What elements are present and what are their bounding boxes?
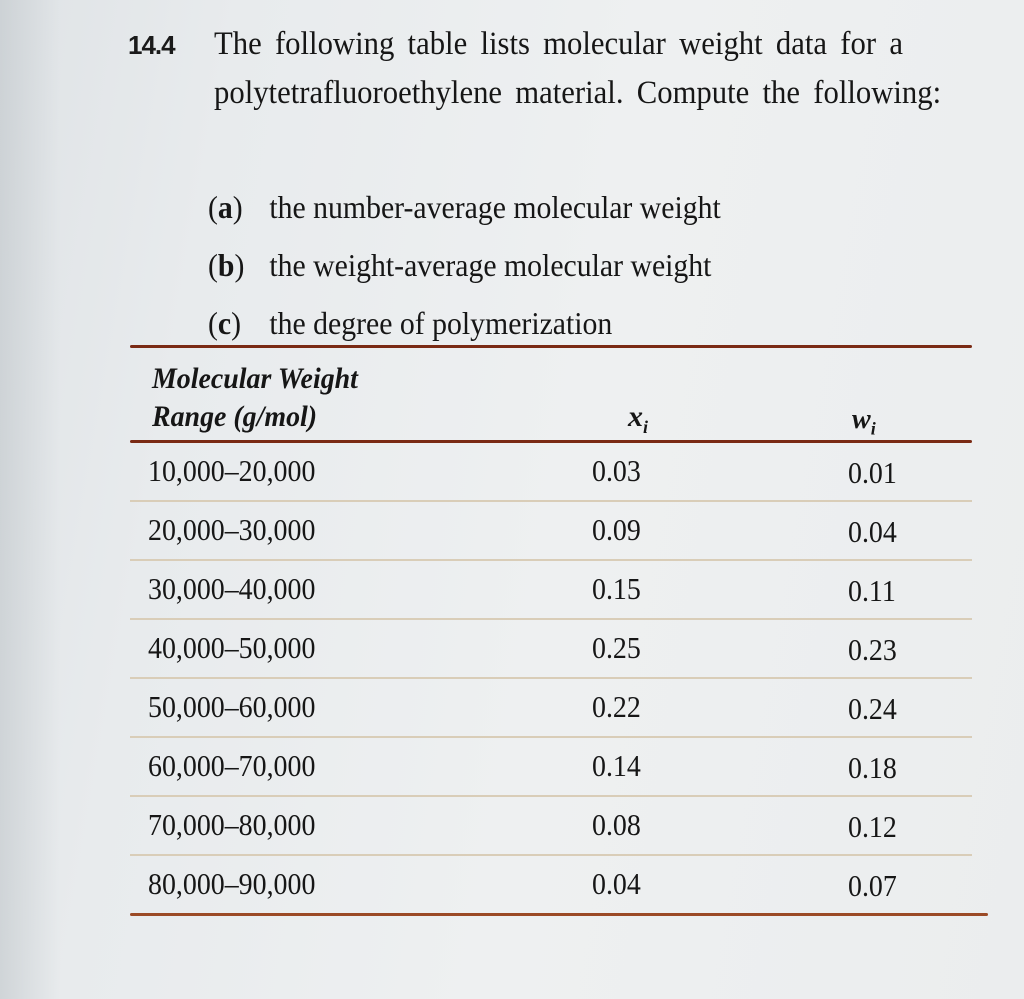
subpart-b: (b) the weight-average molecular weight [208,236,721,294]
cell-x: 0.15 [592,571,641,606]
cell-range: 60,000–70,000 [148,748,316,783]
cell-w: 0.01 [848,455,897,490]
cell-w: 0.11 [848,573,896,608]
subpart-text: the weight-average molecular weight [269,247,712,283]
table-row: 40,000–50,000 0.25 0.23 [130,620,972,679]
cell-x: 0.03 [592,453,641,488]
cell-range: 40,000–50,000 [148,630,316,665]
page-edge-shadow [0,0,60,999]
cell-range: 20,000–30,000 [148,512,316,547]
cell-w: 0.04 [848,514,897,549]
cell-range: 30,000–40,000 [148,571,316,606]
table-bottom-rule [130,913,988,916]
header-range-line2: Range (g/mol) [152,400,318,433]
table-row: 70,000–80,000 0.08 0.12 [130,797,972,856]
cell-range: 80,000–90,000 [148,866,316,901]
cell-w: 0.23 [848,632,897,667]
table-body: 10,000–20,000 0.03 0.01 20,000–30,000 0.… [130,443,972,913]
problem-subparts: (a) the number-average molecular weight (… [208,178,721,352]
problem-statement: The following table lists molecular weig… [214,26,942,111]
table-header: Molecular Weight Range (g/mol) xi wi [130,348,972,440]
header-number-fraction: xi [628,400,649,437]
cell-w: 0.24 [848,691,897,726]
subpart-label: (a) [208,189,243,225]
cell-w: 0.12 [848,809,897,844]
cell-w: 0.18 [848,750,897,785]
header-weight-fraction: wi [852,404,876,439]
problem-14-4: 14.4 The following table lists molecular… [128,20,988,341]
table-top-rule [130,345,972,348]
cell-w: 0.07 [848,868,897,903]
header-range-line1: Molecular Weight [152,362,358,395]
molecular-weight-table: Molecular Weight Range (g/mol) xi wi 10,… [130,345,988,916]
subpart-text: the number-average molecular weight [269,189,721,225]
cell-x: 0.04 [592,866,641,901]
table-row: 80,000–90,000 0.04 0.07 [130,856,972,913]
subpart-label: (b) [208,247,245,283]
table-row: 50,000–60,000 0.22 0.24 [130,679,972,738]
table-row: 20,000–30,000 0.09 0.04 [130,502,972,561]
cell-x: 0.25 [592,630,641,665]
table-row: 30,000–40,000 0.15 0.11 [130,561,972,620]
cell-x: 0.14 [592,748,641,783]
cell-range: 10,000–20,000 [148,453,316,488]
cell-x: 0.09 [592,512,641,547]
table-row: 10,000–20,000 0.03 0.01 [130,443,972,502]
problem-header: 14.4 The following table lists molecular… [128,20,988,118]
subpart-c: (c) the degree of polymerization [208,294,721,352]
cell-x: 0.08 [592,807,641,842]
problem-number: 14.4 [128,30,176,60]
subpart-a: (a) the number-average molecular weight [208,178,721,236]
cell-range: 70,000–80,000 [148,807,316,842]
table-row: 60,000–70,000 0.14 0.18 [130,738,972,797]
cell-x: 0.22 [592,689,641,724]
table-header-rule [130,440,972,443]
subpart-label: (c) [208,305,242,341]
cell-range: 50,000–60,000 [148,689,316,724]
header-range: Molecular Weight Range (g/mol) [152,360,358,436]
subpart-text: the degree of polymerization [269,305,613,341]
